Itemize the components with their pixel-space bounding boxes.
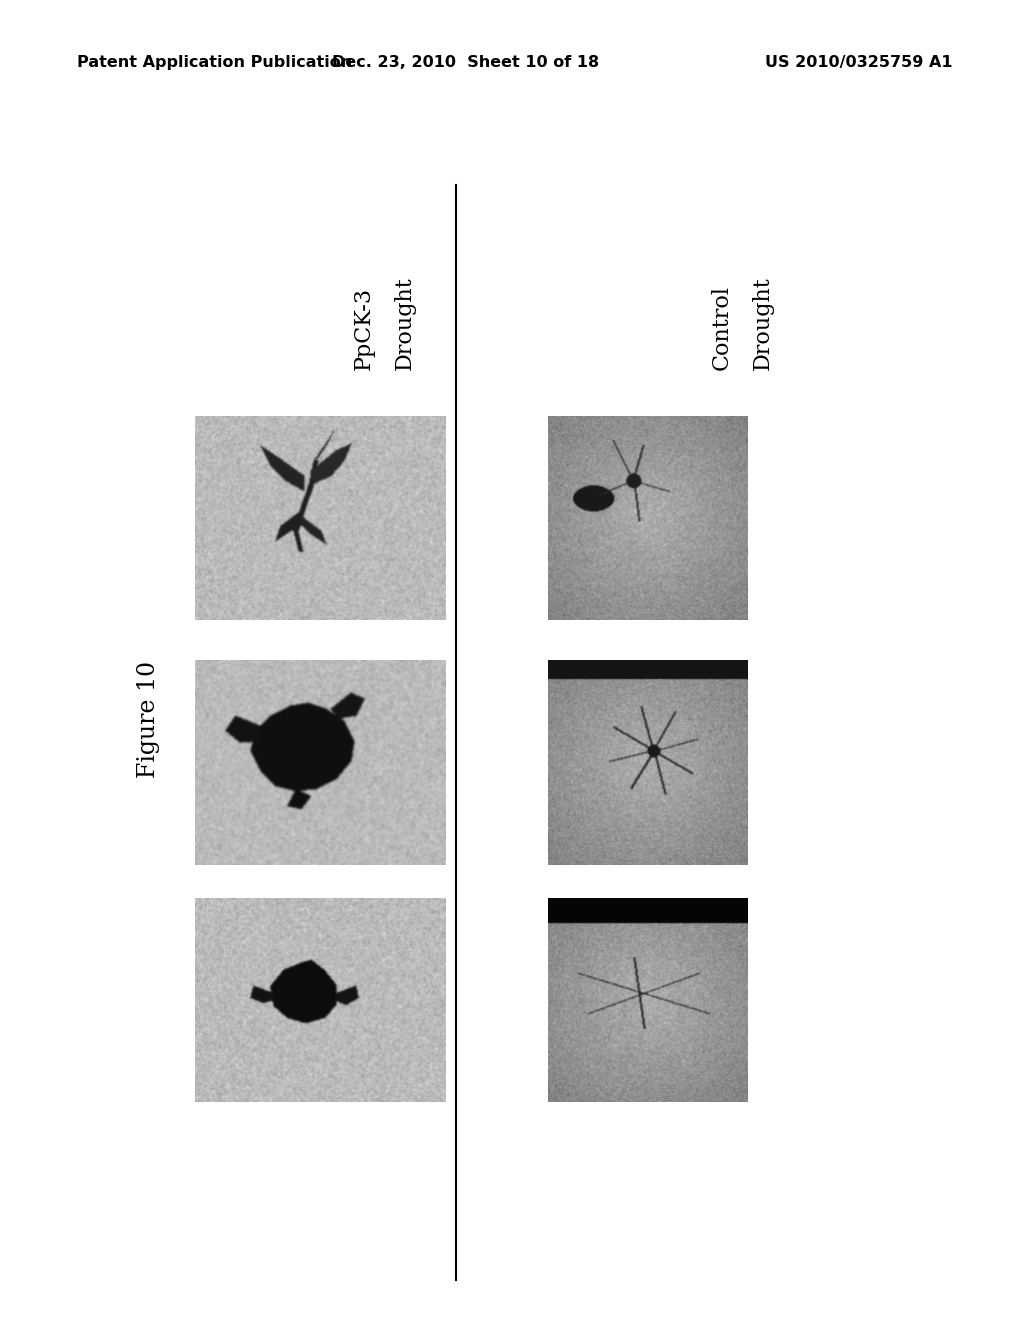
Text: PpCK-3: PpCK-3 <box>352 286 375 370</box>
Text: Figure 10: Figure 10 <box>137 661 160 777</box>
Text: Dec. 23, 2010  Sheet 10 of 18: Dec. 23, 2010 Sheet 10 of 18 <box>333 54 599 70</box>
Text: Drought: Drought <box>393 276 416 370</box>
Text: US 2010/0325759 A1: US 2010/0325759 A1 <box>765 54 952 70</box>
Text: Control: Control <box>711 285 733 370</box>
Text: Patent Application Publication: Patent Application Publication <box>77 54 352 70</box>
Text: Drought: Drought <box>752 276 774 370</box>
